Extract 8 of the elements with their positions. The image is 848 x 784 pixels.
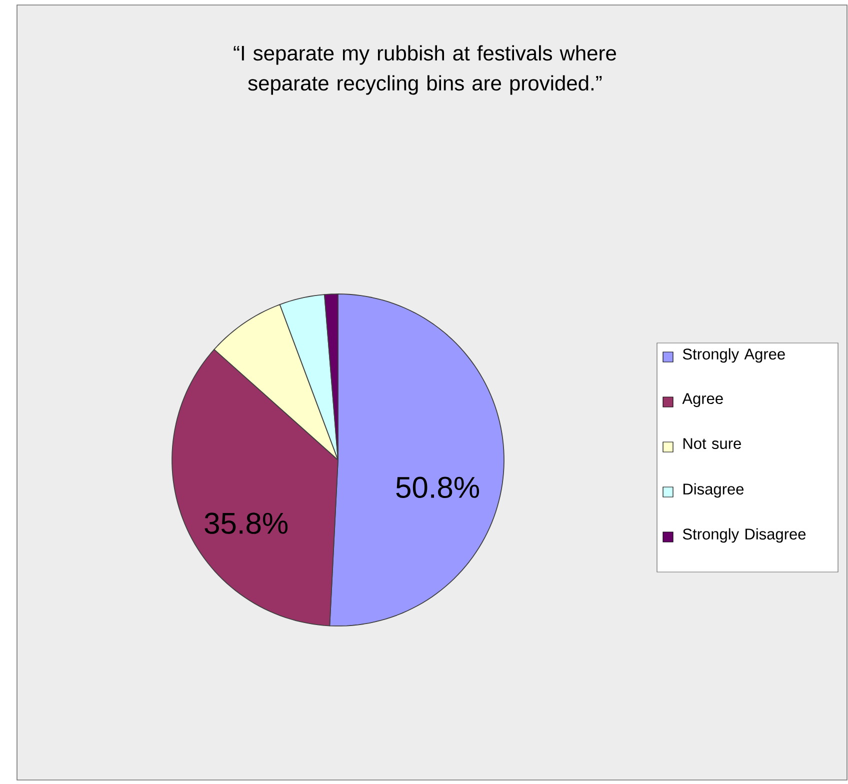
legend-label: Not sure <box>683 438 741 450</box>
legend-label: Agree <box>682 393 723 408</box>
chart-title: “I separate my rubbish at festivals where separate recycling bins are provided.” <box>234 45 616 95</box>
data-label: 50.8% <box>396 476 480 498</box>
data-label: 35.8% <box>204 512 288 534</box>
legend-label: Strongly Agree <box>682 348 785 363</box>
legend-label: Disagree <box>683 483 744 498</box>
legend-label: Strongly Disagree <box>682 528 806 543</box>
